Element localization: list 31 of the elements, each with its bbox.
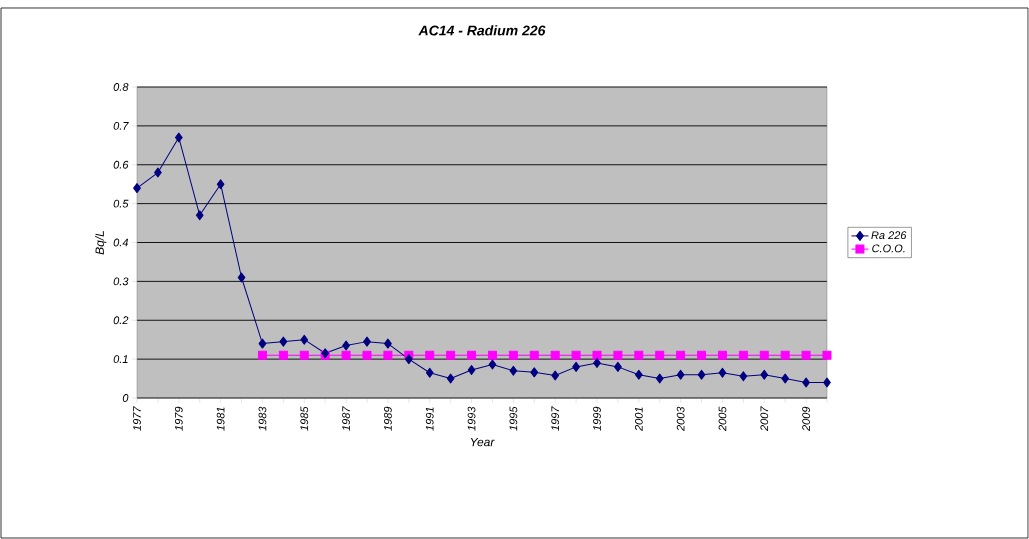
- y-tick-label: 0.7: [113, 121, 129, 130]
- x-tick-label: 1997: [551, 406, 560, 431]
- x-tick-label: 1985: [300, 406, 309, 431]
- x-tick-label: 1981: [216, 407, 225, 431]
- x-tick-label: 1983: [258, 406, 267, 431]
- legend-label: Ra 226: [871, 231, 907, 240]
- x-tick-label: 1999: [593, 406, 601, 431]
- x-tick-label: 2009: [802, 406, 810, 432]
- x-axis-title: Year: [470, 437, 495, 447]
- legend-label: C.O.O.: [872, 244, 905, 253]
- x-tick-label: 1993: [467, 406, 476, 431]
- x-tick-label: 1979: [174, 406, 183, 431]
- x-tick-label: 2001: [634, 407, 643, 432]
- chart-title: AC14 - Radium 226: [418, 25, 546, 36]
- y-tick-label: 0.1: [113, 355, 128, 364]
- y-axis-title: Bq/L: [95, 231, 107, 255]
- y-tick-label: 0.3: [113, 277, 129, 286]
- x-tick-label: 1995: [509, 406, 518, 431]
- x-tick-label: 1991: [425, 407, 434, 431]
- y-tick-label: 0.6: [113, 160, 129, 169]
- y-tick-label: 0.5: [113, 199, 129, 208]
- x-tick-label: 2005: [718, 406, 727, 432]
- x-tick-label: 2007: [760, 406, 769, 432]
- x-tick-label: 1977: [133, 406, 141, 431]
- x-tick-label: 2003: [676, 406, 685, 432]
- x-tick-label: 1987: [342, 406, 350, 431]
- x-tick-label: 1989: [384, 406, 392, 431]
- y-tick-label: 0.4: [113, 238, 129, 247]
- y-tick-label: 0: [122, 394, 129, 402]
- y-tick-label: 0.8: [113, 83, 129, 91]
- y-tick-label: 0.2: [113, 316, 129, 325]
